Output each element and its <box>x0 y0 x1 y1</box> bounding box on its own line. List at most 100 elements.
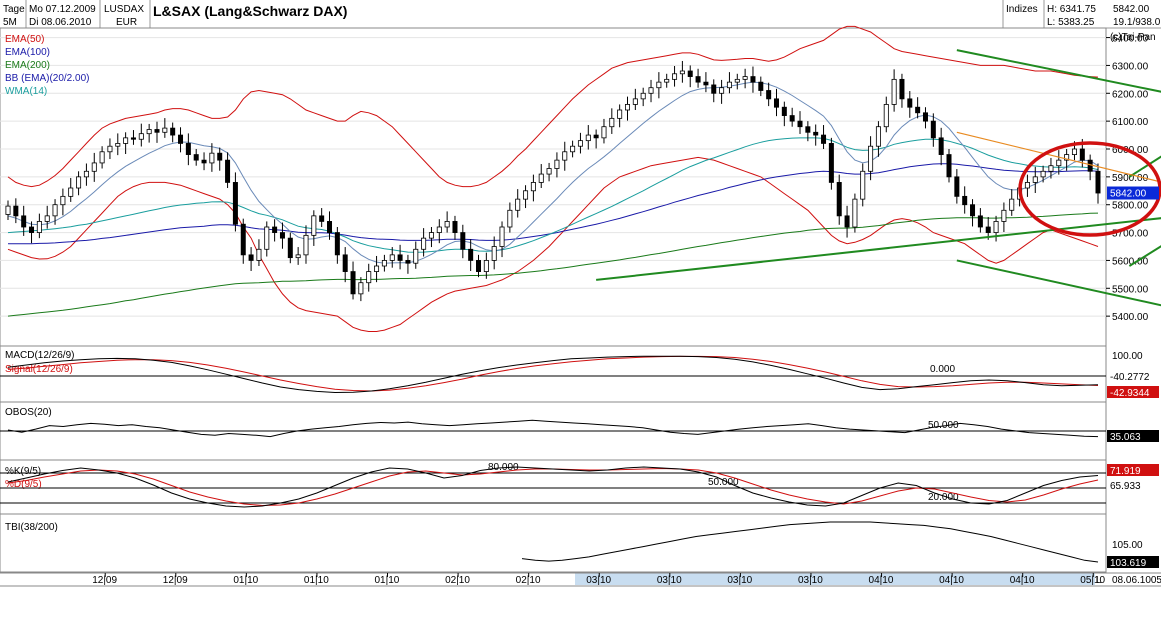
candle-body <box>1032 176 1038 183</box>
indicator-legend: EMA(50) EMA(100) EMA(200) BB (EMA)(20/2.00)… <box>5 34 89 97</box>
signal-value: -42.9344 <box>1110 388 1150 399</box>
high-label: H: 6341.75 <box>1047 4 1096 15</box>
candle-body <box>1095 170 1101 194</box>
candle-body <box>593 134 599 139</box>
candle-body <box>664 78 670 83</box>
candle-body <box>1001 209 1007 222</box>
candle-body <box>5 205 11 215</box>
x-tick-label: 04|10 <box>869 575 894 586</box>
candle-body <box>523 190 529 200</box>
candle-body <box>632 98 638 105</box>
macd-zero-label: 0.000 <box>930 364 955 375</box>
y-tick-label: 5900.00 <box>1112 173 1149 184</box>
candle-body <box>750 76 756 83</box>
candle-body <box>828 143 834 183</box>
y-tick-label: 5400.00 <box>1112 312 1149 323</box>
candle-body <box>922 112 928 122</box>
candle-body <box>389 254 395 261</box>
candle-body <box>624 104 630 111</box>
tbi-value: 103.619 <box>1110 558 1147 569</box>
x-tick-label: 01|10 <box>304 575 329 586</box>
candle-body <box>507 209 513 228</box>
tbi-line <box>521 521 1099 563</box>
candle-body <box>711 84 717 94</box>
selection-highlight[interactable] <box>575 573 1095 585</box>
category-label: Indizes <box>1006 4 1038 15</box>
candle-body <box>334 232 340 256</box>
candle-body <box>954 176 960 197</box>
candle-body <box>444 221 450 228</box>
interval-label[interactable]: 5M <box>3 17 17 28</box>
candle-body <box>640 92 646 100</box>
macd-label: MACD(12/26/9) <box>5 350 74 361</box>
y-tick-label: 6100.00 <box>1112 117 1149 128</box>
x-tick-label: 03|10 <box>798 575 823 586</box>
candle-body <box>146 129 152 135</box>
price-grid <box>0 37 1106 317</box>
y-tick-label: 6300.00 <box>1112 61 1149 72</box>
x-tick-label: 12|09 <box>163 575 188 586</box>
candle-body <box>672 73 678 80</box>
candle-body <box>256 248 262 261</box>
trend-line-green <box>596 217 1161 281</box>
y-tick-label: 5600.00 <box>1112 256 1149 267</box>
candle-body <box>264 226 270 250</box>
candle-body <box>773 98 779 108</box>
signal-label: Signal(12/26/9) <box>5 364 73 375</box>
axis-end-marker[interactable]: L <box>1096 575 1102 586</box>
candle-body <box>805 126 811 133</box>
candle-body <box>248 254 254 261</box>
candle-body <box>742 76 748 80</box>
trend-line-green <box>1128 155 1161 178</box>
ema200-line <box>7 212 1099 317</box>
candle-body <box>734 78 740 83</box>
y-tick-label: 6200.00 <box>1112 89 1149 100</box>
candle-body <box>374 265 380 272</box>
date-from: Mo 07.12.2009 <box>29 4 96 15</box>
tbi-panel: TBI(38/200) 105.00 103.619 <box>5 521 1159 569</box>
candle-body <box>170 127 176 136</box>
x-tick-label: 03|10 <box>657 575 682 586</box>
candle-body <box>868 145 874 172</box>
candle-body <box>938 137 944 155</box>
candle-body <box>428 232 434 239</box>
y-tick-label: 5800.00 <box>1112 201 1149 212</box>
candle-body <box>397 254 403 261</box>
candle-body <box>381 260 387 267</box>
candle-body <box>44 215 50 222</box>
candle-body <box>491 246 497 261</box>
candle-body <box>852 198 858 228</box>
candle-body <box>585 134 591 142</box>
y-tick-label: 6400.00 <box>1112 34 1149 45</box>
tbi-level-label: 105.00 <box>1112 540 1143 551</box>
candle-body <box>358 282 364 295</box>
candle-body <box>797 120 803 128</box>
candle-body <box>789 115 795 122</box>
candle-body <box>577 140 583 147</box>
candle-body <box>76 176 82 189</box>
trend-lines <box>596 49 1161 307</box>
candle-body <box>1064 154 1070 161</box>
period-label[interactable]: Tage <box>3 4 25 15</box>
stoch-k-label: %K(9/5) <box>5 466 41 477</box>
candle-body <box>883 104 889 128</box>
x-tick-label: 01|10 <box>375 575 400 586</box>
candle-body <box>115 143 121 147</box>
candle-body <box>1009 198 1015 211</box>
candle-body <box>342 254 348 272</box>
x-tick-label: 02|10 <box>445 575 470 586</box>
trend-line-green <box>1128 245 1161 267</box>
last-price-tag: 5842.00 <box>1107 186 1159 200</box>
trend-line-green <box>956 259 1161 307</box>
candle-body <box>1071 148 1077 155</box>
x-tick-label: 03|10 <box>727 575 752 586</box>
candle-body <box>875 126 881 147</box>
candle-body <box>162 127 168 133</box>
candle-body <box>554 159 560 169</box>
candle-body <box>562 151 568 161</box>
credit-label: (c)Tai-Pan <box>1110 32 1156 43</box>
candle-body <box>915 106 921 114</box>
candle-body <box>452 221 458 233</box>
bollinger-lower <box>7 156 1099 332</box>
candle-body <box>366 271 372 284</box>
